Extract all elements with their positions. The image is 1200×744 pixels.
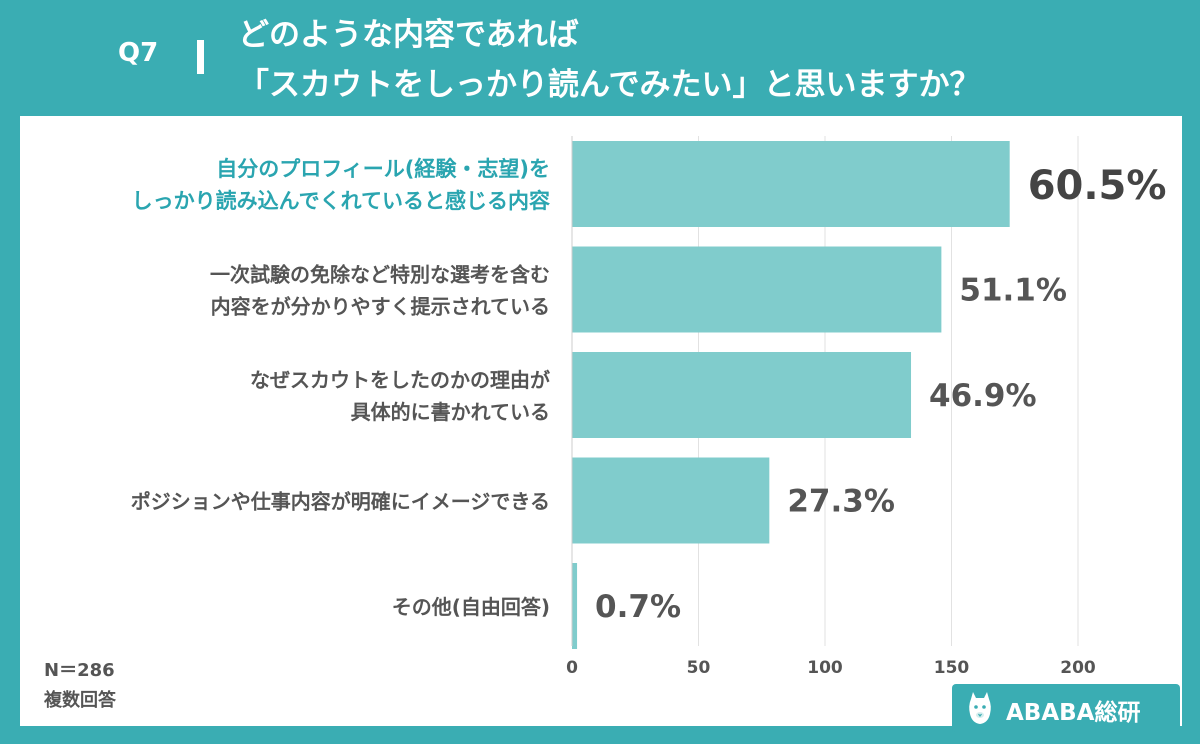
category-label: 自分のプロフィール(経験・志望)を (216, 157, 550, 181)
bar (572, 352, 912, 438)
category-label: なぜスカウトをしたのかの理由が (250, 368, 550, 392)
header: Q7 どのような内容であれば 「スカウトをしっかり読んでみたい」と思いますか？ (0, 0, 1200, 112)
x-tick-label: 200 (1060, 658, 1096, 678)
data-label: 51.1% (959, 273, 1067, 309)
sample-size: N＝286 (44, 660, 115, 681)
data-label: 0.7% (595, 589, 681, 625)
question-number: Q7 (118, 38, 159, 68)
brand-logo: ABABA総研 (952, 684, 1180, 732)
category-label: ポジションや仕事内容が明確にイメージできる (131, 490, 550, 514)
x-tick-label: 150 (934, 658, 970, 678)
answer-type: 複数回答 (44, 690, 116, 711)
title-line-1: どのような内容であれば (238, 17, 579, 53)
x-tick-label: 0 (566, 658, 578, 678)
x-tick-label: 50 (687, 658, 711, 678)
question-divider (197, 40, 204, 74)
data-label: 46.9% (929, 378, 1037, 414)
category-label: その他(自由回答) (392, 595, 550, 619)
bar (572, 246, 942, 333)
page-title: どのような内容であれば 「スカウトをしっかり読んでみたい」と思いますか？ (238, 10, 980, 110)
title-line-2: 「スカウトをしっかり読んでみたい」と思いますか？ (238, 67, 981, 103)
alpaca-icon (969, 692, 991, 724)
category-label: 具体的に書かれている (351, 400, 550, 424)
category-label: 内容をが分かりやすく提示されている (211, 295, 550, 319)
brand-name: ABABA総研 (1006, 700, 1141, 726)
x-tick-label: 100 (807, 658, 843, 678)
bar-chart: 0 50 100 150 200 60.5% 自分のプロフィール(経験・志望)をしっかり読み… (131, 136, 1167, 678)
bar (572, 563, 578, 649)
bar (572, 141, 1010, 227)
category-label: しっかり読み込んでくれていると感じる内容 (132, 189, 550, 213)
data-label: 27.3% (787, 484, 895, 520)
data-label: 60.5% (1028, 163, 1167, 209)
chart-card: 0 50 100 150 200 60.5% 自分のプロフィール(経験・志望)をしっかり読み… (20, 116, 1182, 726)
bar (572, 457, 770, 544)
category-label: 一次試験の免除など特別な選考を含む (210, 263, 550, 287)
